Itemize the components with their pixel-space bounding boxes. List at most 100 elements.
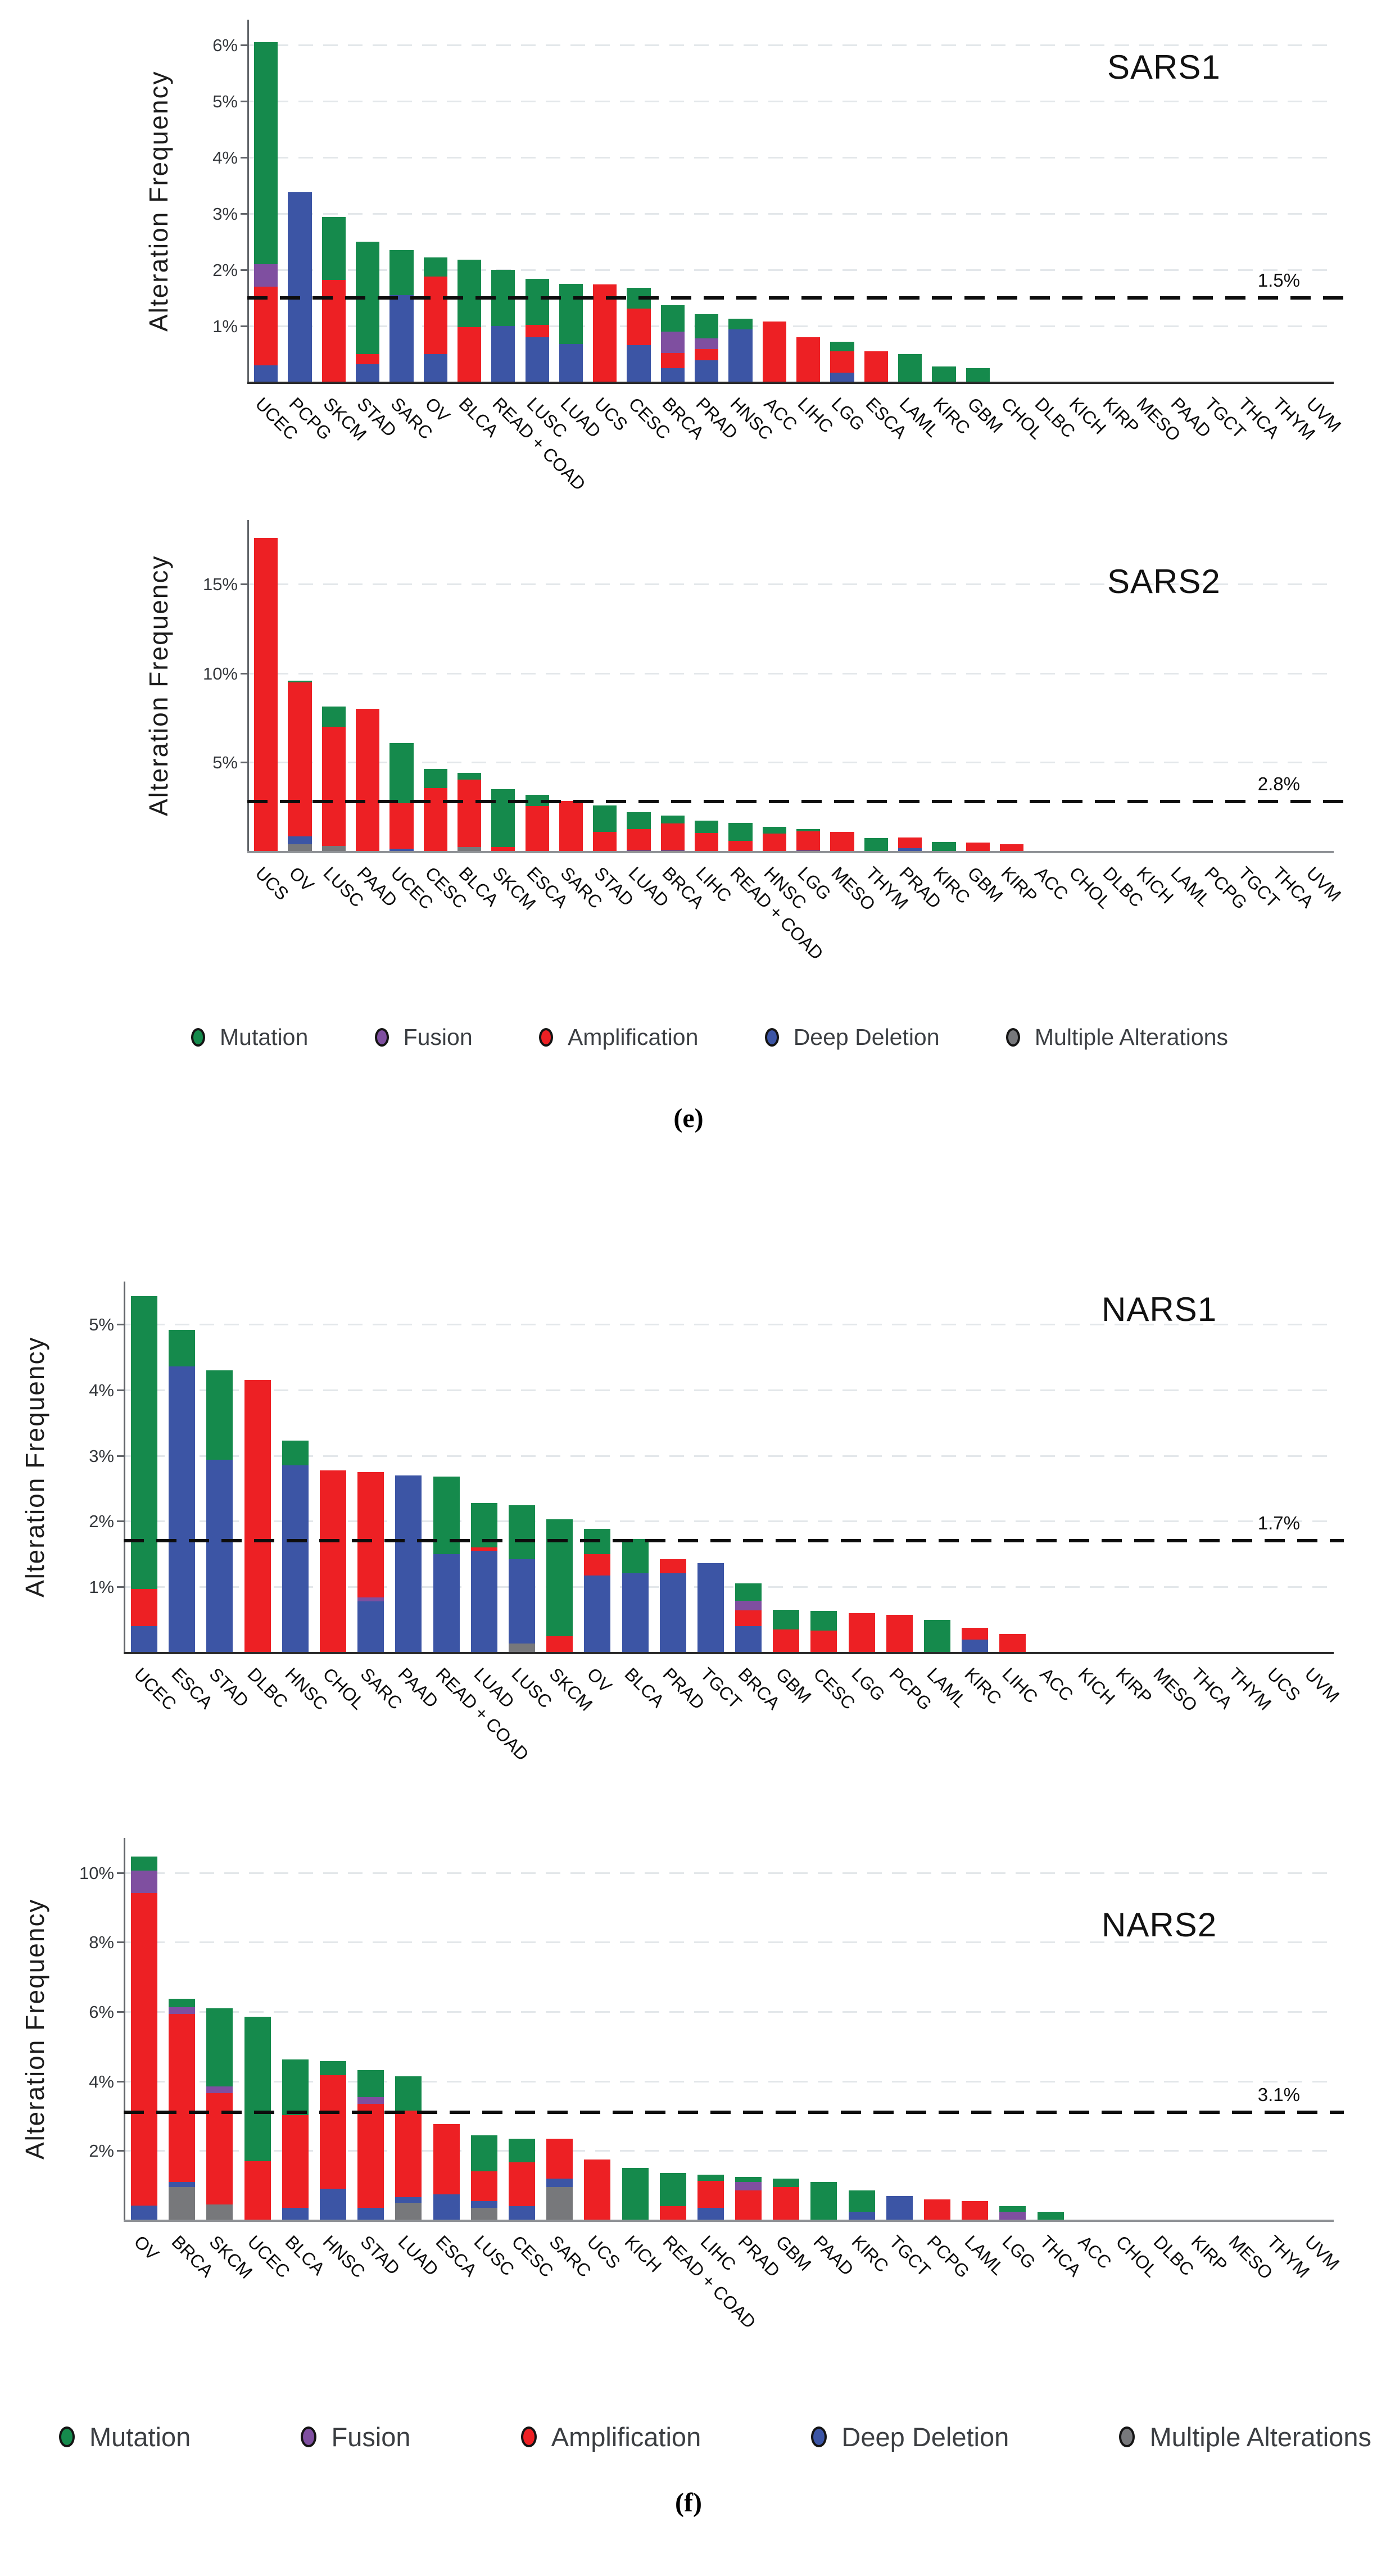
- y-axis-tick: [117, 2080, 124, 2082]
- bar-segment-multiple_alterations: [206, 2204, 233, 2220]
- bar-segment-deep_deletion: [962, 1639, 989, 1653]
- bar-luad: [395, 2076, 422, 2220]
- bar-segment-amplification: [320, 2075, 347, 2189]
- y-tick-label: 8%: [89, 1932, 114, 1953]
- x-tick-label: CESC: [809, 1664, 860, 1714]
- bar-slot: [239, 1838, 277, 2220]
- bar-slot: [927, 520, 961, 852]
- bar-segment-fusion: [735, 2182, 762, 2191]
- bar-slot: [730, 1282, 767, 1653]
- bar-skcm: [206, 2008, 233, 2220]
- bar-segment-mutation: [389, 250, 414, 295]
- bar-read-coad: [659, 2172, 686, 2220]
- bar-meso: [830, 832, 854, 852]
- bar-segment-amplification: [357, 1472, 384, 1597]
- legend-panel-f: Mutation Fusion Amplification Deep Deletion…: [59, 2421, 1371, 2452]
- bar-segment-fusion: [254, 264, 278, 287]
- bar-segment-mutation: [773, 1610, 800, 1630]
- x-tick-label: SARC: [356, 1664, 406, 1714]
- panel-caption-f: (f): [675, 2488, 702, 2518]
- x-tick-label: LUSC: [508, 1664, 556, 1712]
- bar-segment-mutation: [659, 2172, 686, 2207]
- bar-slot: [881, 1282, 918, 1653]
- x-tick-label: DLBC: [1149, 2231, 1198, 2280]
- bar-stad: [355, 242, 380, 382]
- bar-slot: [283, 520, 316, 852]
- legend-multiple_alterations-icon: [1005, 1028, 1020, 1047]
- bar-slot: [554, 20, 588, 382]
- bar-segment-deep_deletion: [660, 368, 685, 382]
- bar-slot: [389, 1838, 427, 2220]
- bar-slot: [927, 20, 961, 382]
- y-axis-tick: [241, 213, 248, 215]
- bar-slot: [1107, 1282, 1145, 1653]
- x-tick-label: THCA: [1036, 2231, 1086, 2281]
- legend-label: Multiple Alterations: [1034, 1024, 1228, 1050]
- y-axis-tick: [241, 325, 248, 327]
- bars-container: [125, 1838, 1334, 2220]
- bar-slot: [1220, 1282, 1258, 1653]
- y-tick-label: 4%: [89, 2071, 114, 2091]
- x-axis-line: [124, 1652, 1334, 1654]
- bar-slot: [317, 520, 351, 852]
- bar-slot: [541, 1282, 578, 1653]
- bar-segment-mutation: [395, 2076, 422, 2111]
- bar-segment-fusion: [735, 1600, 762, 1611]
- legend-amplification-icon: [538, 1028, 553, 1047]
- bar-segment-mutation: [622, 1538, 649, 1573]
- bar-segment-mutation: [697, 2175, 724, 2181]
- bar-segment-deep_deletion: [357, 1601, 384, 1653]
- bar-segment-deep_deletion: [697, 1563, 724, 1653]
- bar-lihc: [697, 2175, 724, 2220]
- y-axis-tick: [241, 583, 248, 586]
- bar-segment-mutation: [457, 773, 482, 780]
- gridline: [125, 1520, 1334, 1523]
- bars-container: [249, 520, 1334, 852]
- y-tick-label: 5%: [89, 1314, 114, 1334]
- bar-slot: [503, 1838, 541, 2220]
- gridline: [125, 1389, 1334, 1391]
- bar-segment-deep_deletion: [389, 849, 414, 852]
- y-tick-label: 4%: [89, 1380, 114, 1400]
- bar-sarc: [546, 2138, 573, 2220]
- bar-segment-amplification: [423, 277, 447, 354]
- x-tick-label: BRCA: [734, 1664, 784, 1714]
- x-tick-label: BRCA: [167, 2231, 218, 2281]
- legend-label: Mutation: [220, 1024, 309, 1050]
- bar-segment-multiple_alterations: [288, 844, 312, 852]
- bar-pcpg: [288, 192, 312, 382]
- bar-segment-amplification: [695, 349, 719, 360]
- bar-segment-mutation: [254, 42, 278, 264]
- legend-item-multiple_alterations: Multiple Alterations: [1005, 1024, 1228, 1051]
- legend-fusion-icon: [374, 1028, 389, 1047]
- bar-gbm: [966, 368, 990, 382]
- bar-segment-amplification: [470, 2171, 497, 2202]
- bar-segment-amplification: [423, 788, 447, 852]
- legend-label: Amplification: [551, 2422, 701, 2452]
- bar-segment-deep_deletion: [525, 337, 549, 382]
- bar-slot: [1296, 1282, 1334, 1653]
- bar-segment-amplification: [433, 2124, 460, 2194]
- bar-lihc: [999, 1634, 1026, 1653]
- bar-segment-deep_deletion: [423, 354, 447, 382]
- x-tick-label: LUSC: [470, 2231, 518, 2280]
- bar-stad: [593, 805, 617, 852]
- bar-segment-deep_deletion: [508, 1559, 535, 1644]
- bar-segment-mutation: [932, 841, 956, 852]
- bar-segment-deep_deletion: [546, 2178, 573, 2188]
- bar-segment-amplification: [525, 325, 549, 337]
- bar-segment-mutation: [728, 823, 753, 841]
- bar-slot: [125, 1838, 163, 2220]
- bar-segment-deep_deletion: [470, 1550, 497, 1653]
- bar-slot: [541, 1838, 578, 2220]
- y-axis-label: Alteration Frequency: [144, 555, 173, 817]
- legend-label: Mutation: [89, 2422, 191, 2452]
- bar-segment-fusion: [999, 2211, 1026, 2220]
- bar-segment-fusion: [357, 1597, 384, 1601]
- plot-area: 5% 10% 15% 2.8%: [203, 520, 1344, 853]
- bar-slot: [881, 1838, 918, 2220]
- bar-segment-amplification: [962, 2201, 989, 2220]
- bar-slot: [622, 20, 655, 382]
- bar-slot: [1070, 1282, 1107, 1653]
- y-tick-label: 6%: [212, 35, 238, 55]
